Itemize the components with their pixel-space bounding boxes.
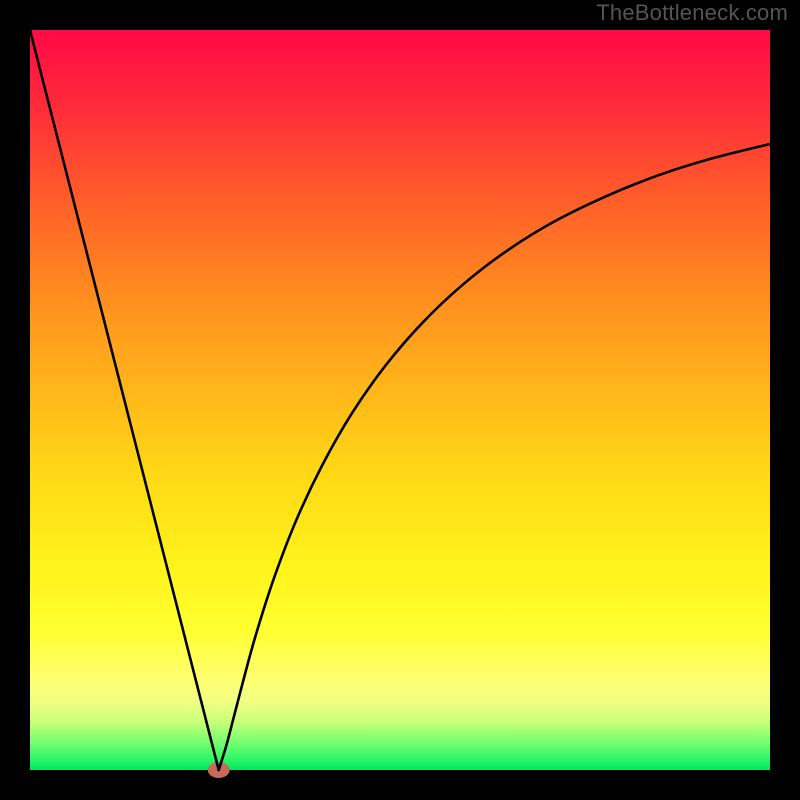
plot-background <box>30 30 770 770</box>
chart-frame: TheBottleneck.com <box>0 0 800 800</box>
chart-svg <box>0 0 800 800</box>
watermark-text: TheBottleneck.com <box>596 0 788 26</box>
